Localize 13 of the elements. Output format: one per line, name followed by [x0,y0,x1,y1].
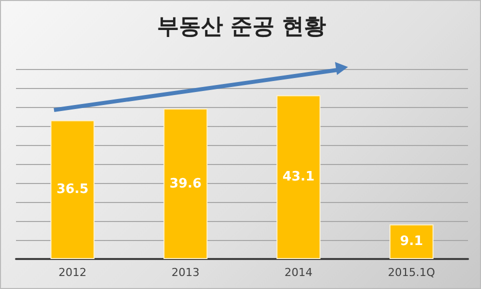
x-tick-label: 2012 [58,266,86,279]
data-label: 39.6 [169,176,202,192]
chart-title: 부동산 준공 현황 [156,14,326,40]
bar [389,224,434,259]
bar [276,95,321,259]
data-label: 43.1 [282,170,315,185]
data-label: 36.5 [56,182,89,198]
x-tick-label: 2014 [284,266,312,279]
x-tick-label: 2013 [172,266,200,279]
data-label: 9.1 [400,234,424,250]
bar [163,108,208,259]
x-tick-label: 2015.1Q [388,266,436,279]
bar [50,120,95,259]
